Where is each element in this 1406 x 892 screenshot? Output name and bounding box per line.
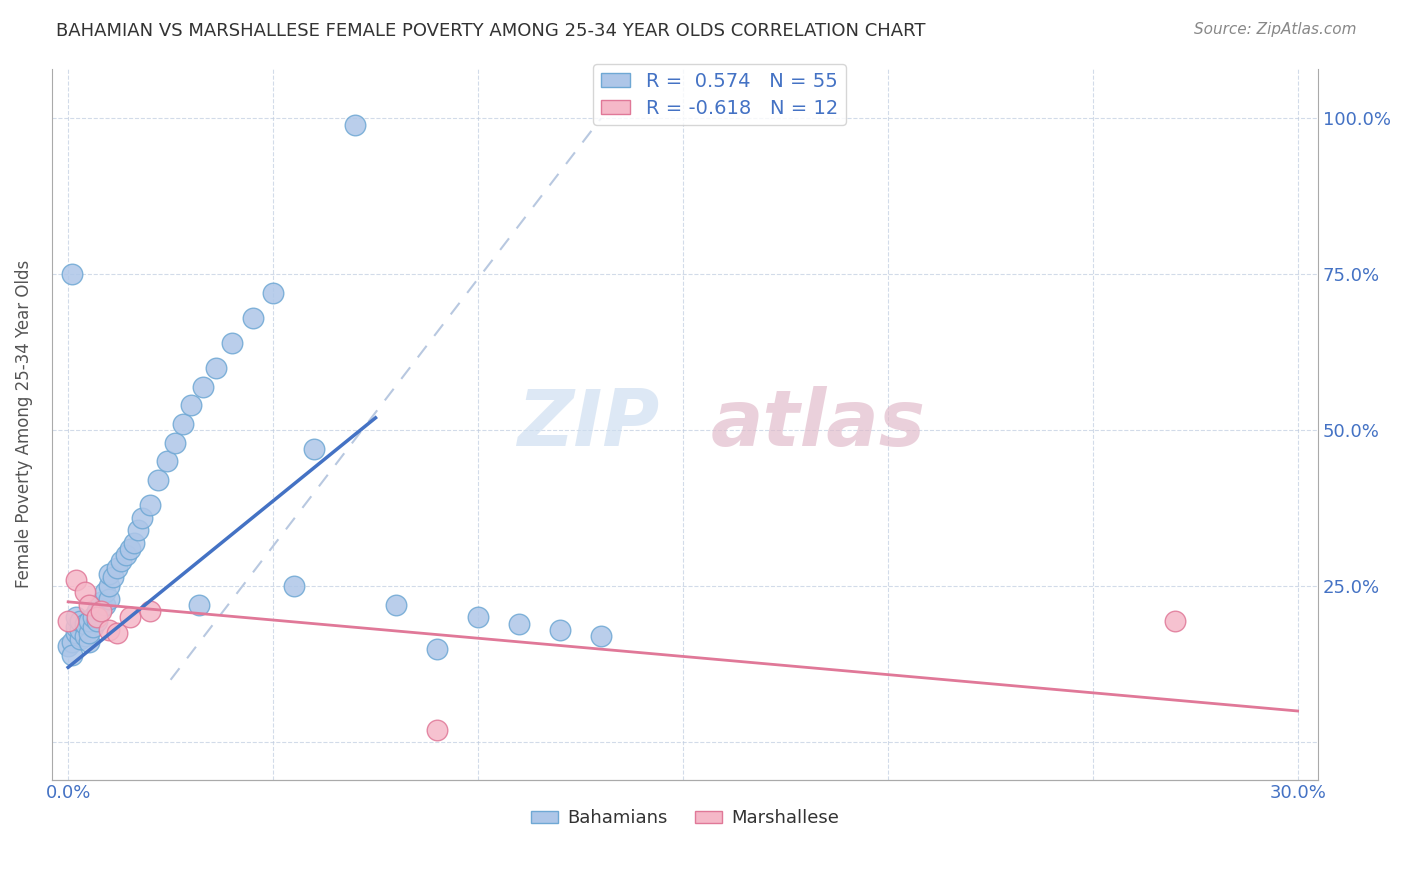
Point — [86, 610, 108, 624]
Point — [94, 598, 117, 612]
Point — [118, 610, 141, 624]
Point — [172, 417, 194, 431]
Point — [60, 268, 83, 282]
Point — [90, 601, 112, 615]
Point — [163, 435, 186, 450]
Point — [589, 629, 612, 643]
Point — [56, 639, 79, 653]
Point — [73, 616, 96, 631]
Point — [69, 632, 91, 647]
Point — [65, 610, 87, 624]
Point — [242, 311, 264, 326]
Point — [65, 620, 87, 634]
Point — [302, 442, 325, 456]
Point — [98, 591, 121, 606]
Point — [110, 554, 132, 568]
Point — [103, 570, 125, 584]
Point — [77, 598, 100, 612]
Point — [548, 623, 571, 637]
Text: BAHAMIAN VS MARSHALLESE FEMALE POVERTY AMONG 25-34 YEAR OLDS CORRELATION CHART: BAHAMIAN VS MARSHALLESE FEMALE POVERTY A… — [56, 22, 925, 40]
Point — [82, 620, 104, 634]
Point — [94, 585, 117, 599]
Point — [204, 360, 226, 375]
Point — [105, 626, 128, 640]
Point — [148, 473, 170, 487]
Point — [139, 498, 162, 512]
Point — [221, 336, 243, 351]
Point — [385, 598, 408, 612]
Point — [193, 379, 215, 393]
Point — [77, 626, 100, 640]
Point — [65, 626, 87, 640]
Text: ZIP: ZIP — [517, 386, 659, 462]
Point — [60, 635, 83, 649]
Text: atlas: atlas — [710, 386, 925, 462]
Point — [77, 614, 100, 628]
Point — [98, 623, 121, 637]
Point — [98, 579, 121, 593]
Point — [69, 614, 91, 628]
Point — [105, 560, 128, 574]
Point — [73, 585, 96, 599]
Text: Source: ZipAtlas.com: Source: ZipAtlas.com — [1194, 22, 1357, 37]
Point — [86, 604, 108, 618]
Point — [127, 523, 149, 537]
Point — [77, 635, 100, 649]
Point — [283, 579, 305, 593]
Point — [86, 614, 108, 628]
Point — [82, 610, 104, 624]
Point — [467, 610, 489, 624]
Point — [56, 614, 79, 628]
Point — [69, 623, 91, 637]
Point — [262, 286, 284, 301]
Point — [155, 454, 177, 468]
Point — [90, 595, 112, 609]
Point — [426, 641, 449, 656]
Point — [344, 118, 367, 132]
Point — [98, 566, 121, 581]
Point — [122, 535, 145, 549]
Point — [1163, 614, 1185, 628]
Legend: Bahamians, Marshallese: Bahamians, Marshallese — [524, 802, 846, 835]
Point — [139, 604, 162, 618]
Point — [114, 548, 136, 562]
Point — [131, 510, 153, 524]
Point — [65, 573, 87, 587]
Point — [508, 616, 530, 631]
Point — [118, 541, 141, 556]
Point — [60, 648, 83, 662]
Point — [90, 604, 112, 618]
Point — [180, 398, 202, 412]
Point — [73, 629, 96, 643]
Point — [188, 598, 211, 612]
Y-axis label: Female Poverty Among 25-34 Year Olds: Female Poverty Among 25-34 Year Olds — [15, 260, 32, 588]
Point — [426, 723, 449, 737]
